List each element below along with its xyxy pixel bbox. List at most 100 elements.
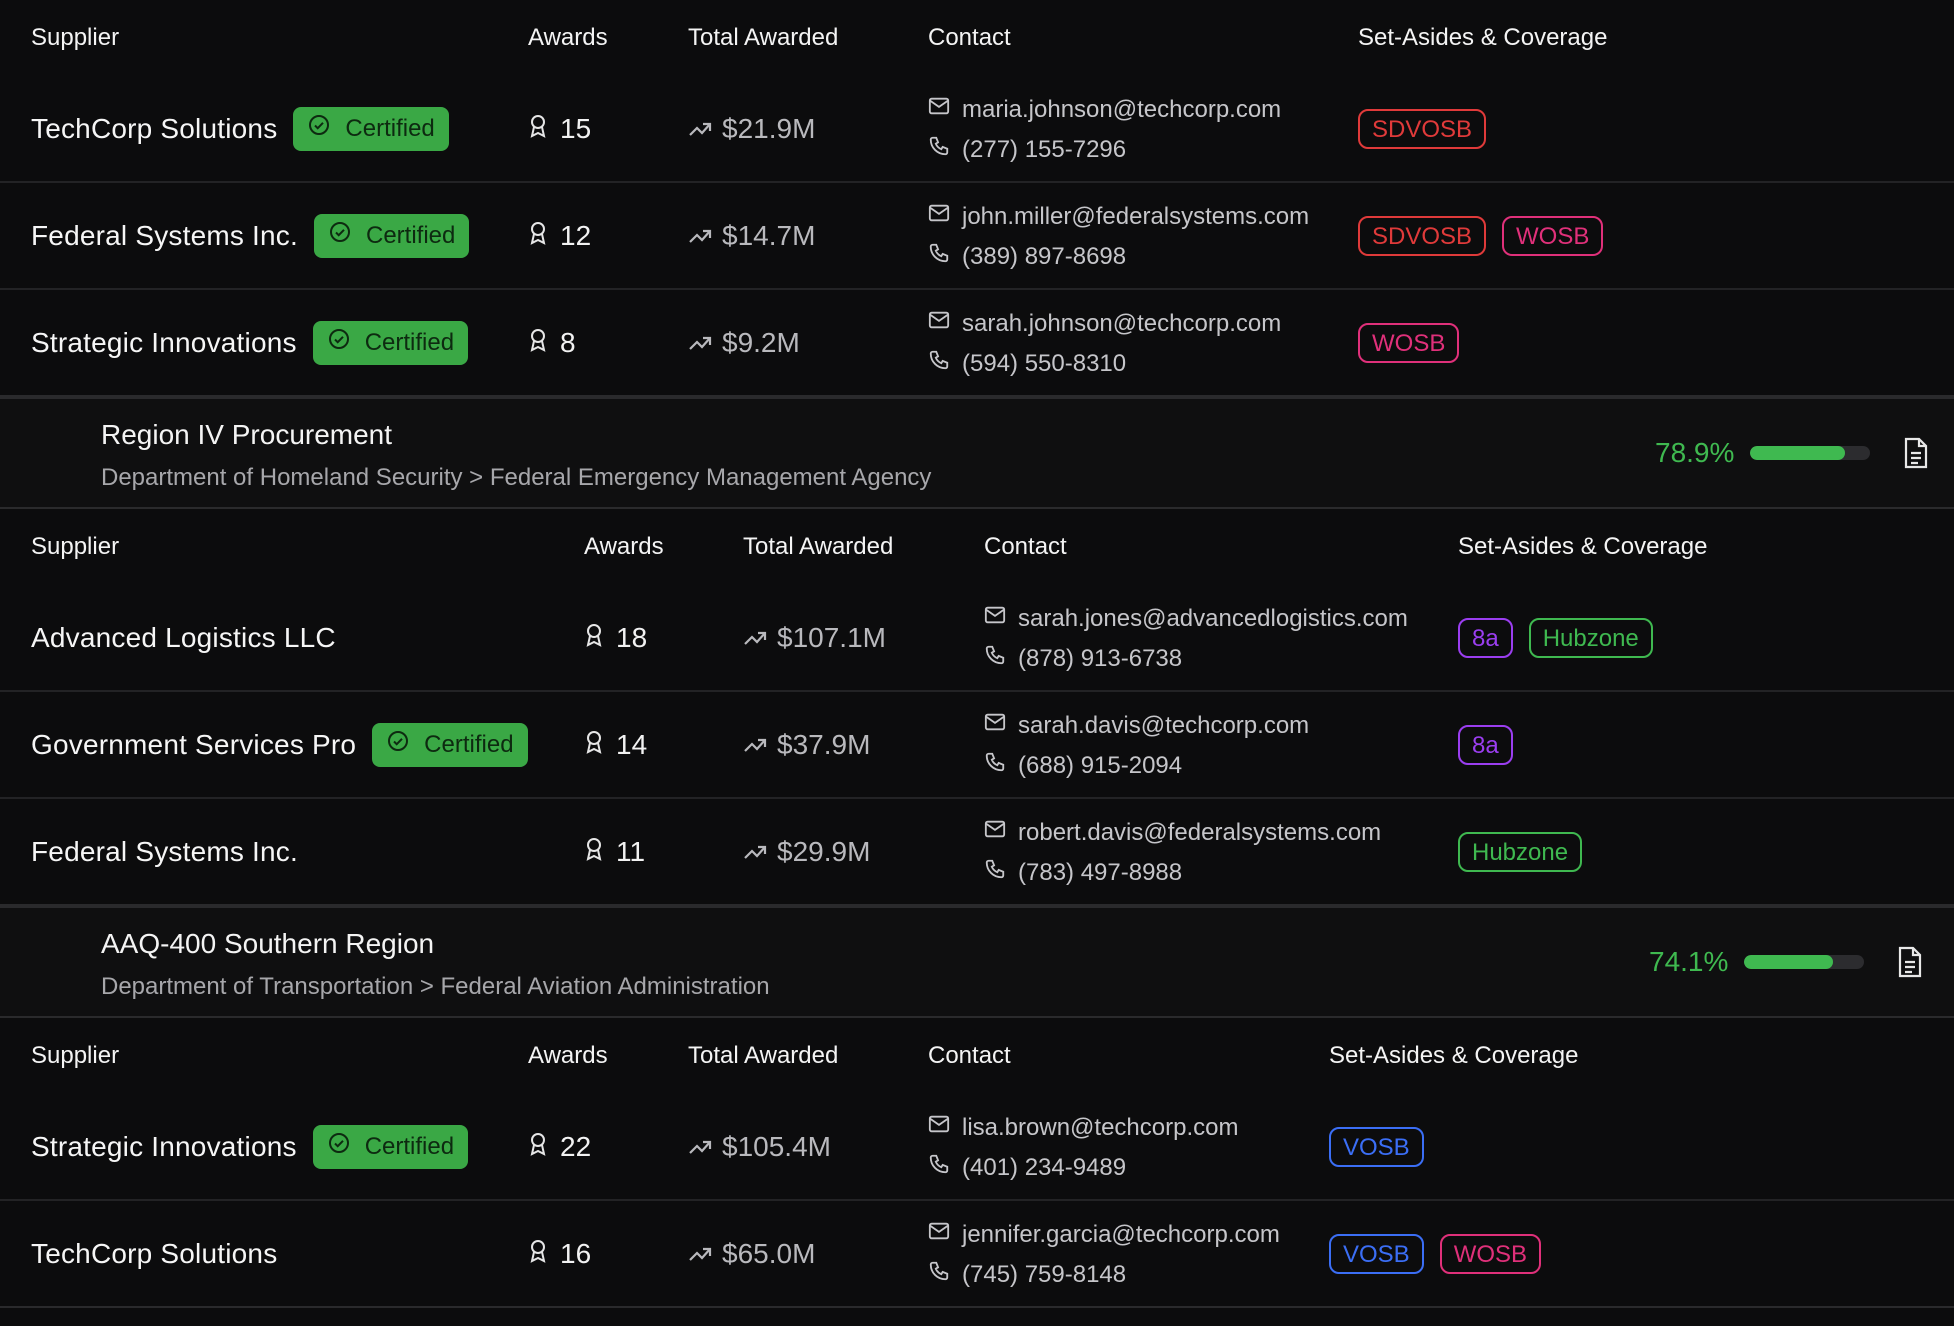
total-awarded-cell: $14.7M [688,183,815,288]
check-circle-icon [328,220,352,251]
setaside-tag-8a: 8a [1458,724,1513,765]
column-header-total[interactable]: Total Awarded [743,533,894,560]
contact-email-line: sarah.johnson@techcorp.com [928,304,1281,344]
column-header-awards[interactable]: Awards [528,24,608,51]
supplier-name[interactable]: TechCorp Solutions [31,112,278,144]
total-awarded-value: $105.4M [722,1130,831,1162]
column-header-setasides[interactable]: Set-Asides & Coverage [1329,1042,1579,1069]
contact-phone-line: (783) 497-8988 [984,853,1381,893]
supplier-name[interactable]: Federal Systems Inc. [31,219,298,251]
trending-up-icon [688,1238,712,1270]
agency-group-header[interactable]: AAQ-400 Southern Region Department of Tra… [0,906,1954,1018]
supplier-name[interactable]: TechCorp Solutions [31,1237,278,1269]
supplier-name[interactable]: Federal Systems Inc. [31,835,298,867]
column-header-awards[interactable]: Awards [584,533,664,560]
awards-count: 16 [560,1237,592,1269]
contact-email-line: robert.davis@federalsystems.com [984,813,1381,853]
document-icon[interactable] [1896,946,1924,978]
contact-email[interactable]: john.miller@federalsystems.com [962,203,1310,230]
document-icon[interactable] [1902,437,1930,469]
table-row[interactable]: Strategic Innovations Certified 22 $105.4M l… [0,1094,1954,1201]
certified-label: Certified [364,1132,455,1160]
total-awarded-cell: $105.4M [688,1094,831,1199]
contact-email-line: john.miller@federalsystems.com [928,197,1309,237]
column-header-supplier[interactable]: Supplier [31,24,120,51]
supplier-table: Supplier Awards Total Awarded Contact Set-As… [0,1018,1954,1308]
coverage-indicator: 74.1% [1649,908,1924,1016]
table-row[interactable]: Federal Systems Inc. 11 $29.9M robert.davis… [0,799,1954,906]
contact-email[interactable]: jennifer.garcia@techcorp.com [962,1221,1280,1248]
award-icon [584,729,604,761]
supplier-cell: Government Services Pro Certified [31,692,528,797]
contact-email-line: lisa.brown@techcorp.com [928,1108,1238,1148]
contact-email[interactable]: lisa.brown@techcorp.com [962,1114,1239,1141]
setaside-tag-wosb: WOSB [1358,322,1460,363]
setaside-tag-wosb: WOSB [1502,215,1604,256]
contact-email[interactable]: robert.davis@federalsystems.com [1018,819,1382,846]
column-header-setasides[interactable]: Set-Asides & Coverage [1358,24,1608,51]
phone-icon [928,1148,950,1188]
contact-email[interactable]: sarah.davis@techcorp.com [1018,712,1310,739]
column-header-total[interactable]: Total Awarded [688,24,839,51]
contact-cell: jennifer.garcia@techcorp.com (745) 759-81… [928,1215,1280,1295]
certified-badge: Certified [372,722,528,767]
trending-up-icon [743,729,767,761]
coverage-percent: 78.9% [1655,437,1735,468]
contact-phone[interactable]: (783) 497-8988 [1018,859,1183,886]
supplier-name[interactable]: Strategic Innovations [31,1130,297,1162]
phone-icon [928,1255,950,1295]
table-row[interactable]: Strategic Innovations Certified 8 $9.2M sara… [0,290,1954,397]
awards-count: 15 [560,112,592,144]
certified-label: Certified [345,114,435,142]
awards-count: 8 [560,326,576,358]
contact-cell: sarah.jones@advancedlogistics.com (878) 9… [984,599,1408,679]
mail-icon [984,706,1006,746]
column-header-contact[interactable]: Contact [928,1042,1011,1069]
supplier-name[interactable]: Government Services Pro [31,728,357,760]
column-header-setasides[interactable]: Set-Asides & Coverage [1458,533,1708,560]
setaside-tags: VOSB [1329,1094,1424,1199]
table-row[interactable]: Government Services Pro Certified 14 $37.9M… [0,692,1954,799]
column-header-supplier[interactable]: Supplier [31,533,120,560]
contact-phone[interactable]: (277) 155-7296 [962,136,1127,163]
contact-phone[interactable]: (878) 913-6738 [1018,645,1183,672]
setaside-tags: 8a Hubzone [1458,585,1653,690]
supplier-name[interactable]: Strategic Innovations [31,326,297,358]
table-row[interactable]: TechCorp Solutions 16 $65.0M jennifer.garci… [0,1201,1954,1308]
contact-email[interactable]: sarah.jones@advancedlogistics.com [1018,605,1408,632]
phone-icon [984,746,1006,786]
coverage-bar [1744,955,1865,969]
contact-email-line: sarah.davis@techcorp.com [984,706,1309,746]
contact-phone[interactable]: (401) 234-9489 [962,1154,1127,1181]
table-row[interactable]: Advanced Logistics LLC 18 $107.1M sarah.jon… [0,585,1954,692]
supplier-name[interactable]: Advanced Logistics LLC [31,621,336,653]
column-header-supplier[interactable]: Supplier [31,1042,120,1069]
contact-cell: sarah.johnson@techcorp.com (594) 550-8310 [928,304,1281,384]
column-header-total[interactable]: Total Awarded [688,1042,839,1069]
agency-group-header[interactable]: Region IV Procurement Department of Homel… [0,397,1954,509]
check-circle-icon [327,327,351,358]
check-circle-icon [327,1131,351,1162]
contact-phone[interactable]: (594) 550-8310 [962,350,1127,377]
total-awarded-value: $107.1M [777,621,886,653]
contact-email[interactable]: maria.johnson@techcorp.com [962,96,1282,123]
contact-phone-line: (277) 155-7296 [928,130,1281,170]
contact-cell: sarah.davis@techcorp.com (688) 915-2094 [984,706,1309,786]
table-row[interactable]: TechCorp Solutions Certified 15 $21.9M maria… [0,76,1954,183]
column-header-awards[interactable]: Awards [528,1042,608,1069]
contact-phone[interactable]: (745) 759-8148 [962,1261,1127,1288]
trending-up-icon [743,622,767,654]
setaside-tags: VOSB WOSB [1329,1201,1542,1306]
contact-phone[interactable]: (688) 915-2094 [1018,752,1183,779]
check-circle-icon [307,113,331,144]
column-header-contact[interactable]: Contact [928,24,1011,51]
contact-cell: lisa.brown@techcorp.com (401) 234-9489 [928,1108,1238,1188]
table-row[interactable]: Federal Systems Inc. Certified 12 $14.7M joh… [0,183,1954,290]
phone-icon [984,853,1006,893]
award-icon [528,1131,548,1163]
column-header-contact[interactable]: Contact [984,533,1067,560]
total-awarded-cell: $65.0M [688,1201,815,1306]
contact-phone[interactable]: (389) 897-8698 [962,243,1127,270]
contact-email[interactable]: sarah.johnson@techcorp.com [962,310,1282,337]
award-icon [528,327,548,359]
